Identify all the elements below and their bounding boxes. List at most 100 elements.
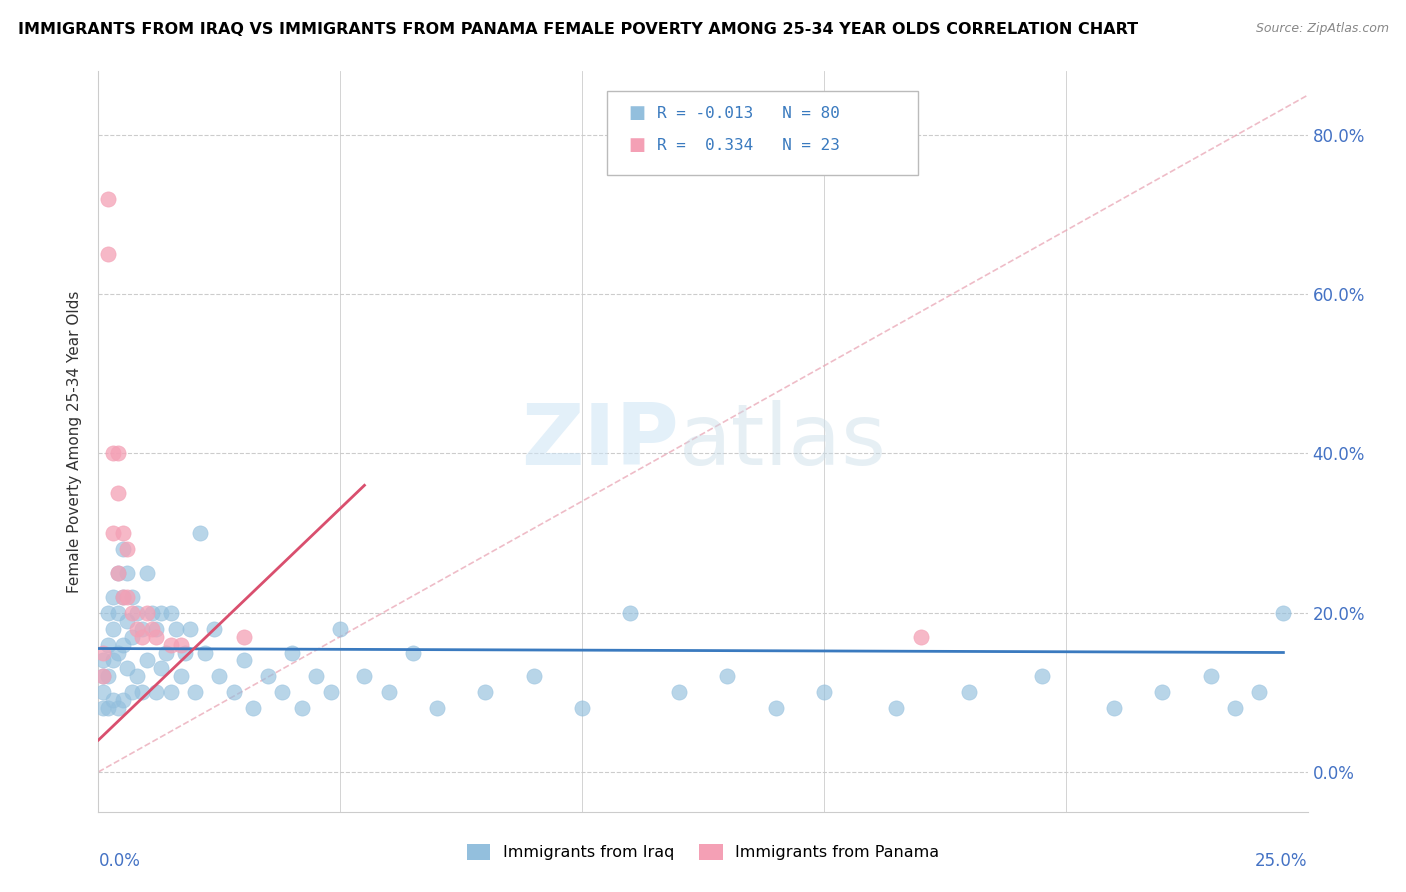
Point bbox=[160, 638, 183, 652]
Point bbox=[290, 701, 312, 715]
Point bbox=[523, 669, 546, 683]
Y-axis label: Female Poverty Among 25-34 Year Olds: Female Poverty Among 25-34 Year Olds bbox=[67, 291, 83, 592]
Point bbox=[121, 606, 143, 620]
Point bbox=[150, 661, 173, 675]
Point bbox=[184, 685, 207, 699]
Text: ZIP: ZIP bbox=[522, 400, 679, 483]
Point bbox=[169, 669, 191, 683]
Point bbox=[131, 685, 153, 699]
Point bbox=[107, 566, 129, 580]
Point bbox=[97, 606, 120, 620]
Point bbox=[377, 685, 399, 699]
Point bbox=[117, 566, 139, 580]
Point bbox=[271, 685, 294, 699]
Point bbox=[765, 701, 787, 715]
Point bbox=[1031, 669, 1053, 683]
Point bbox=[131, 622, 153, 636]
Point bbox=[91, 646, 114, 660]
Point bbox=[179, 622, 201, 636]
Text: R =  0.334   N = 23: R = 0.334 N = 23 bbox=[657, 138, 839, 153]
Point bbox=[91, 685, 114, 699]
Point bbox=[716, 669, 738, 683]
Point bbox=[97, 669, 120, 683]
Point bbox=[256, 669, 278, 683]
Text: IMMIGRANTS FROM IRAQ VS IMMIGRANTS FROM PANAMA FEMALE POVERTY AMONG 25-34 YEAR O: IMMIGRANTS FROM IRAQ VS IMMIGRANTS FROM … bbox=[18, 22, 1139, 37]
Text: 25.0%: 25.0% bbox=[1256, 853, 1308, 871]
Point bbox=[813, 685, 835, 699]
Point bbox=[619, 606, 641, 620]
Point bbox=[188, 526, 211, 541]
Point bbox=[1223, 701, 1246, 715]
Point bbox=[135, 606, 157, 620]
Point bbox=[117, 590, 139, 604]
Point bbox=[101, 446, 124, 460]
Point bbox=[145, 622, 167, 636]
Point bbox=[281, 646, 304, 660]
Point bbox=[1152, 685, 1174, 699]
Point bbox=[1102, 701, 1125, 715]
Point bbox=[117, 541, 139, 556]
Point bbox=[145, 685, 167, 699]
Point bbox=[111, 526, 134, 541]
Text: ■: ■ bbox=[628, 104, 645, 122]
Point bbox=[111, 638, 134, 652]
Point bbox=[145, 630, 167, 644]
Point bbox=[426, 701, 449, 715]
Point bbox=[127, 622, 149, 636]
Point bbox=[117, 661, 139, 675]
Point bbox=[107, 606, 129, 620]
Point bbox=[117, 614, 139, 628]
Point bbox=[135, 566, 157, 580]
Point bbox=[121, 590, 143, 604]
Point bbox=[169, 638, 191, 652]
Point bbox=[101, 653, 124, 667]
Point bbox=[571, 701, 593, 715]
Point bbox=[305, 669, 328, 683]
Point bbox=[150, 606, 173, 620]
Point bbox=[127, 669, 149, 683]
Point bbox=[111, 541, 134, 556]
Point bbox=[97, 701, 120, 715]
Point bbox=[174, 646, 197, 660]
Point bbox=[101, 590, 124, 604]
Point bbox=[222, 685, 245, 699]
Point bbox=[208, 669, 231, 683]
Point bbox=[910, 630, 932, 644]
Text: 0.0%: 0.0% bbox=[98, 853, 141, 871]
Point bbox=[97, 638, 120, 652]
Point bbox=[111, 693, 134, 707]
Point bbox=[107, 486, 129, 500]
Point bbox=[165, 622, 187, 636]
Text: Source: ZipAtlas.com: Source: ZipAtlas.com bbox=[1256, 22, 1389, 36]
Text: R = -0.013   N = 80: R = -0.013 N = 80 bbox=[657, 106, 839, 120]
Point bbox=[141, 606, 163, 620]
Point bbox=[160, 606, 183, 620]
Point bbox=[101, 693, 124, 707]
Point bbox=[91, 669, 114, 683]
Point bbox=[107, 701, 129, 715]
Point bbox=[232, 630, 254, 644]
Point bbox=[91, 701, 114, 715]
Point bbox=[668, 685, 690, 699]
Point bbox=[141, 622, 163, 636]
Point bbox=[957, 685, 980, 699]
Point bbox=[107, 646, 129, 660]
Point bbox=[160, 685, 183, 699]
Point bbox=[329, 622, 352, 636]
Point bbox=[111, 590, 134, 604]
Point bbox=[232, 653, 254, 667]
Point bbox=[194, 646, 217, 660]
Point bbox=[242, 701, 264, 715]
Point bbox=[135, 653, 157, 667]
Point bbox=[111, 590, 134, 604]
Legend: Immigrants from Iraq, Immigrants from Panama: Immigrants from Iraq, Immigrants from Pa… bbox=[460, 838, 946, 867]
Point bbox=[886, 701, 908, 715]
Point bbox=[121, 685, 143, 699]
Point bbox=[402, 646, 425, 660]
Point bbox=[155, 646, 177, 660]
Point bbox=[107, 566, 129, 580]
Point bbox=[1199, 669, 1222, 683]
Point bbox=[91, 653, 114, 667]
Point bbox=[97, 192, 120, 206]
Point bbox=[97, 247, 120, 261]
